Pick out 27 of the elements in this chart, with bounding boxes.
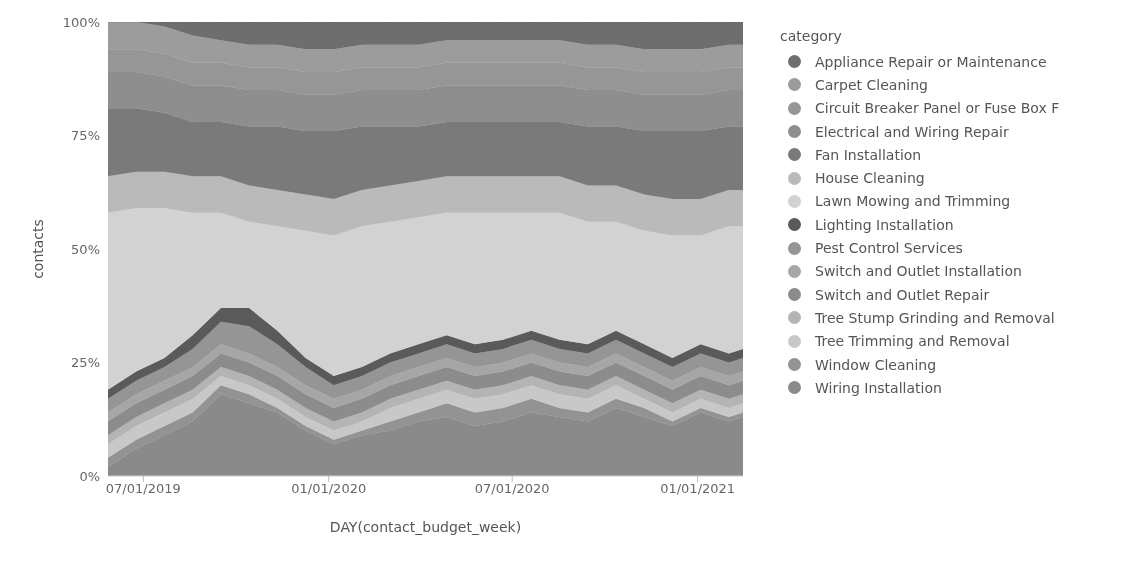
x-tick-label: 01/01/2020 (291, 481, 367, 497)
legend-title: category (780, 28, 843, 44)
y-axis-title: contacts (29, 219, 46, 279)
y-tick-label: 25% (71, 355, 100, 371)
legend-label: Lighting Installation (815, 216, 954, 233)
legend-label: Wiring Installation (815, 379, 942, 396)
legend-label: Lawn Mowing and Trimming (815, 193, 1011, 210)
x-tick-label: 01/01/2021 (660, 481, 736, 497)
legend-label: Electrical and Wiring Repair (815, 123, 1009, 140)
x-tick-label: 07/01/2019 (105, 481, 181, 497)
x-tick-label: 07/01/2020 (474, 481, 550, 497)
legend-label: Circuit Breaker Panel or Fuse Box F (815, 100, 1060, 117)
legend-label: Tree Stump Grinding and Removal (815, 309, 1055, 326)
y-tick-label: 75% (71, 128, 100, 144)
y-tick-label: 50% (71, 241, 100, 257)
legend-label: House Cleaning (815, 170, 925, 187)
y-tick-label: 0% (79, 468, 100, 484)
legend-label: Carpet Cleaning (815, 76, 928, 93)
legend-label: Appliance Repair or Maintenance (815, 53, 1047, 70)
legend-label: Switch and Outlet Repair (815, 286, 990, 303)
legend-label: Tree Trimming and Removal (815, 333, 1010, 350)
y-tick-label: 100% (62, 14, 100, 30)
legend-label: Fan Installation (815, 146, 922, 163)
x-axis-title: DAY(contact_budget_week) (329, 519, 522, 535)
legend-label: Pest Control Services (815, 240, 963, 257)
legend-label: Switch and Outlet Installation (815, 263, 1022, 280)
legend-label: Window Cleaning (815, 356, 937, 373)
